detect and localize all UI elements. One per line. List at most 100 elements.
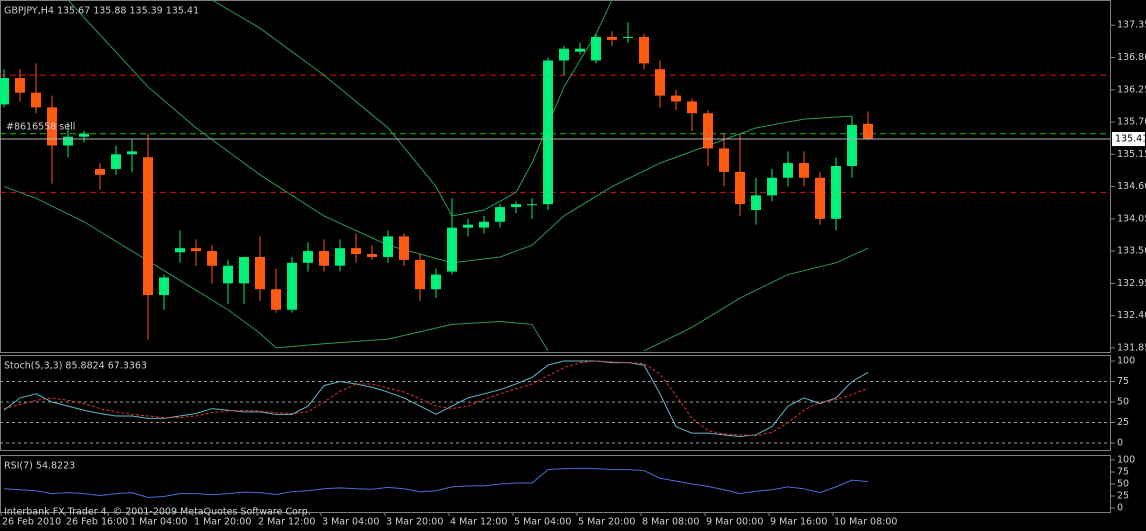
y-tick-label: 136.80 bbox=[1117, 52, 1146, 63]
y-tick-label: 135.70 bbox=[1117, 117, 1146, 128]
candle-body bbox=[0, 78, 9, 105]
candle-body bbox=[607, 36, 617, 40]
x-tick-label: 1 Mar 04:00 bbox=[130, 517, 187, 528]
y-tick-label: 134.05 bbox=[1117, 213, 1146, 224]
candle-body bbox=[111, 154, 121, 169]
candle-body bbox=[527, 204, 537, 206]
price-tag-label: 135.41 bbox=[1115, 134, 1146, 145]
candle-body bbox=[623, 36, 633, 38]
candle-body bbox=[543, 60, 553, 205]
y-tick-label: 134.60 bbox=[1117, 181, 1146, 192]
y-tick-label: 100 bbox=[1117, 454, 1135, 465]
candle-body bbox=[447, 227, 457, 272]
candle-body bbox=[47, 107, 57, 146]
x-tick-label: 10 Mar 08:00 bbox=[834, 517, 897, 528]
candle-body bbox=[207, 251, 217, 266]
price-tag bbox=[1112, 132, 1145, 147]
candle-body bbox=[863, 123, 873, 140]
candle-body bbox=[495, 207, 505, 222]
candle-body bbox=[351, 248, 361, 255]
indicator-line bbox=[3, 360, 869, 437]
indicator-line bbox=[3, 186, 869, 352]
candle-body bbox=[559, 48, 569, 61]
candle-body bbox=[463, 224, 473, 228]
candle-body bbox=[255, 256, 265, 290]
candle-body bbox=[655, 69, 665, 96]
x-tick-label: 9 Mar 00:00 bbox=[706, 517, 763, 528]
y-tick-label: 75 bbox=[1117, 376, 1129, 387]
x-tick-label: 8 Mar 08:00 bbox=[642, 517, 699, 528]
y-tick-label: 75 bbox=[1117, 466, 1129, 477]
main-panel bbox=[0, 0, 1111, 353]
y-tick-label: 50 bbox=[1117, 397, 1129, 408]
rsi-panel bbox=[0, 455, 1111, 513]
candle-body bbox=[815, 177, 825, 219]
candle-body bbox=[735, 171, 745, 205]
candle-body bbox=[271, 289, 281, 310]
y-tick-label: 132.40 bbox=[1117, 310, 1146, 321]
y-tick-label: 0 bbox=[1117, 438, 1123, 449]
x-tick-label: 1 Mar 20:00 bbox=[194, 517, 251, 528]
candle-body bbox=[79, 133, 89, 137]
candle-body bbox=[319, 251, 329, 266]
stoch-panel bbox=[0, 355, 1111, 451]
candle-body bbox=[287, 262, 297, 310]
y-tick-label: 136.25 bbox=[1117, 84, 1146, 95]
candle-body bbox=[31, 92, 41, 108]
candle-body bbox=[831, 166, 841, 219]
candle-body bbox=[175, 248, 185, 253]
candle-body bbox=[95, 168, 105, 175]
x-tick-label: 26 Feb 16:00 bbox=[66, 517, 128, 528]
candle-body bbox=[415, 259, 425, 290]
panel-title: GBPJPY,H4 135.67 135.88 135.39 135.41 bbox=[4, 6, 199, 17]
y-tick-label: 132.95 bbox=[1117, 278, 1146, 289]
y-tick-label: 50 bbox=[1117, 479, 1129, 490]
candle-body bbox=[671, 95, 681, 102]
indicator-line bbox=[3, 360, 869, 437]
x-tick-label: 26 Feb 2010 bbox=[2, 517, 61, 528]
candle-body bbox=[383, 236, 393, 257]
panel-frames bbox=[0, 0, 1111, 513]
panel-title: Stoch(5,3,3) 85.8824 67.3363 bbox=[4, 361, 147, 372]
indicator-line bbox=[67, 0, 853, 264]
candle-body bbox=[223, 265, 233, 284]
y-tick-label: 133.50 bbox=[1117, 246, 1146, 257]
candle-body bbox=[191, 248, 201, 252]
candle-body bbox=[367, 254, 377, 257]
x-tick-label: 2 Mar 12:00 bbox=[258, 517, 315, 528]
indicator-line bbox=[211, 0, 613, 217]
candle-body bbox=[63, 136, 73, 146]
panel-title: RSI(7) 54.8223 bbox=[4, 461, 75, 472]
candle-body bbox=[335, 248, 345, 266]
candle-body bbox=[127, 151, 137, 155]
y-tick-label: 131.85 bbox=[1117, 342, 1146, 353]
candle-body bbox=[303, 251, 313, 263]
y-tick-label: 135.15 bbox=[1117, 149, 1146, 160]
x-tick-label: 3 Mar 20:00 bbox=[386, 517, 443, 528]
candle-body bbox=[639, 36, 649, 64]
plot-area bbox=[0, 360, 1111, 444]
candle-body bbox=[799, 163, 809, 178]
candle-body bbox=[719, 148, 729, 172]
candle-body bbox=[751, 195, 761, 211]
y-tick-label: 0 bbox=[1117, 503, 1123, 514]
plot-area bbox=[0, 0, 1111, 352]
footer: Interbank FX Trader 4, © 2001-2009 MetaQ… bbox=[4, 507, 311, 518]
plot-area bbox=[3, 468, 869, 498]
candle-body bbox=[159, 277, 169, 296]
candle-body bbox=[511, 204, 521, 208]
y-tick-label: 25 bbox=[1117, 491, 1129, 502]
level-label: #8616558 sell bbox=[6, 121, 75, 132]
indicator-line bbox=[3, 468, 869, 498]
candle-body bbox=[143, 157, 153, 296]
x-tick-label: 5 Mar 20:00 bbox=[578, 517, 635, 528]
candle-body bbox=[591, 36, 601, 61]
candle-body bbox=[431, 274, 441, 290]
y-tick-label: 137.35 bbox=[1117, 20, 1146, 31]
x-tick-label: 4 Mar 12:00 bbox=[450, 517, 507, 528]
candle-body bbox=[15, 78, 25, 93]
candle-body bbox=[703, 113, 713, 149]
candle-body bbox=[575, 48, 585, 52]
